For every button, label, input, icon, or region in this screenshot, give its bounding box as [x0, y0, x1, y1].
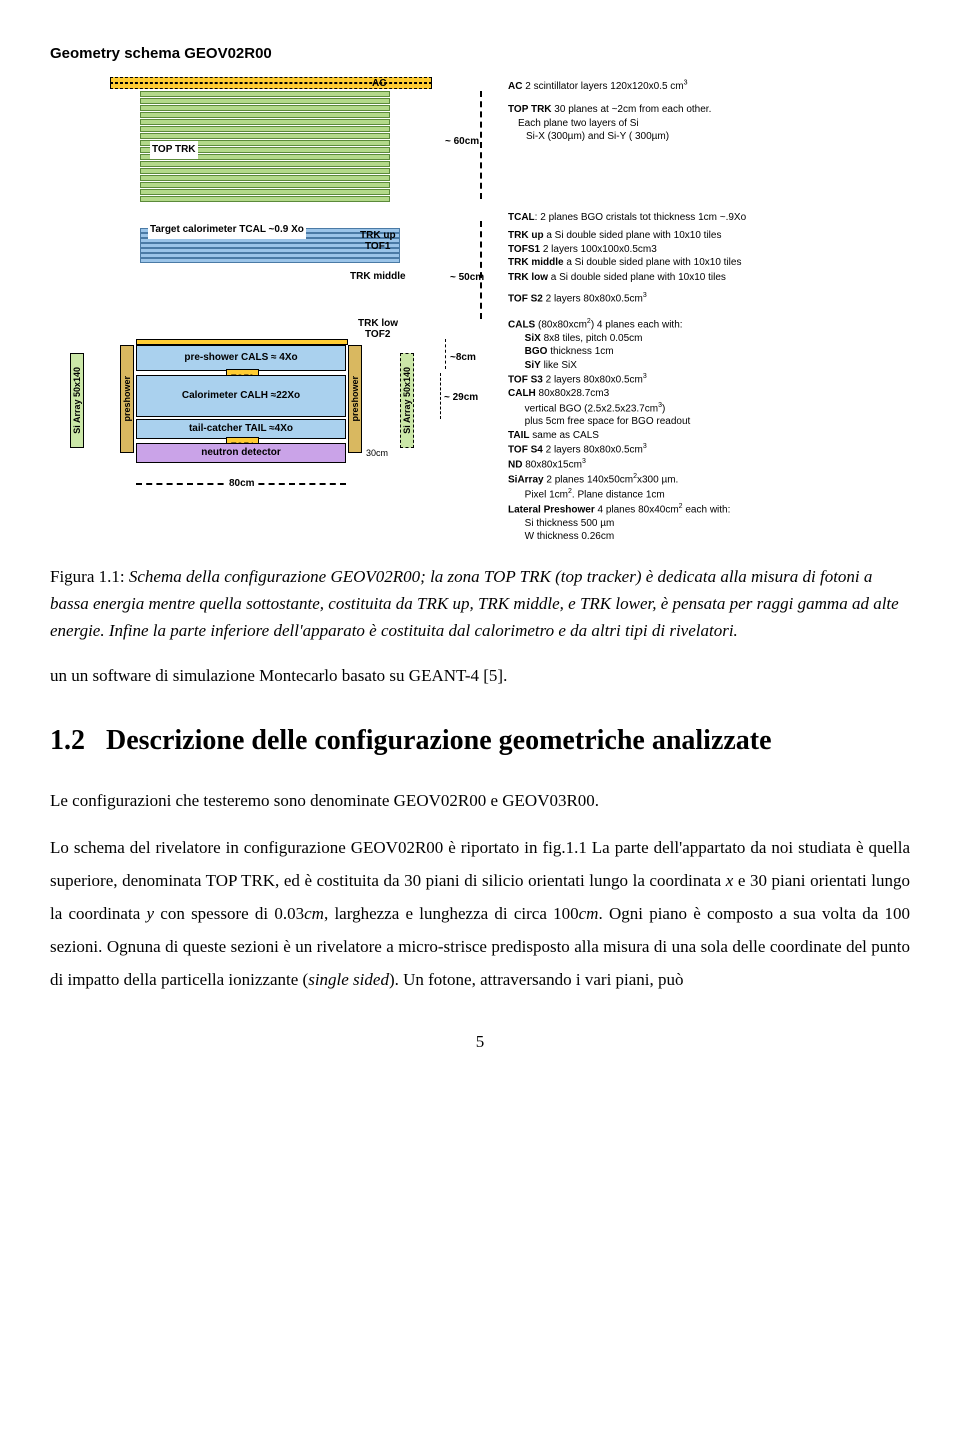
- calh-label: Calorimeter CALH ≈22Xo: [182, 387, 300, 405]
- para-geant4: un un software di simulazione Montecarlo…: [50, 659, 910, 692]
- note-trkup3: TRK middle a Si double sided plane with …: [508, 256, 868, 270]
- para-config-a: Le configurazioni che testeremo sono den…: [50, 784, 910, 817]
- para-b-part3: con spessore di 0.03: [154, 904, 304, 923]
- page-number: 5: [50, 1027, 910, 1058]
- caption-label: Figura 1.1:: [50, 567, 125, 586]
- preshower-left: preshower: [119, 376, 135, 422]
- italic-y: y: [147, 904, 155, 923]
- neutron-label: neutron detector: [201, 444, 280, 462]
- preshower-right: preshower: [347, 376, 363, 422]
- section-num: 1.2: [50, 725, 85, 756]
- dim-30cm: 30cm: [366, 445, 388, 461]
- note-ac: AC 2 scintillator layers 120x120x0.5 cm3: [508, 81, 688, 92]
- si-array-right: Si Array 50x140: [399, 367, 415, 434]
- tof1-label: TOF1: [365, 238, 390, 256]
- notes-cals: CALS (80x80xcm2) 4 planes each with: SiX…: [508, 317, 878, 544]
- dim-29cm: ~ 29cm: [444, 389, 478, 407]
- trkmid-label: TRK middle: [350, 268, 406, 286]
- tof2-label: TOF2: [365, 326, 390, 344]
- italic-cm2: cm: [579, 904, 599, 923]
- italic-cm1: cm: [304, 904, 324, 923]
- note-tofs2: TOF S2 2 layers 80x80x0.5cm3: [508, 291, 647, 306]
- dim-80cm: 80cm: [226, 475, 258, 493]
- note-toptrk2: Each plane two layers of Si: [508, 117, 828, 131]
- italic-single-sided: single sided: [308, 970, 389, 989]
- si-array-left: Si Array 50x140: [69, 367, 85, 434]
- tail-label: tail-catcher TAIL ≈4Xo: [189, 420, 293, 438]
- cals-label: pre-shower CALS ≈ 4Xo: [184, 349, 297, 367]
- para-b-part6: ). Un fotone, attraversando i vari piani…: [389, 970, 684, 989]
- para-config-b: Lo schema del rivelatore in configurazio…: [50, 831, 910, 997]
- note-trklow: TRK low a Si double sided plane with 10x…: [508, 271, 868, 285]
- tcal-label: Target calorimeter TCAL ~0.9 Xo: [148, 221, 306, 239]
- note-tcal: TCAL: 2 planes BGO cristals tot thicknes…: [508, 211, 868, 225]
- note-toptrk1: TOP TRK 30 planes at ~2cm from each othe…: [508, 103, 828, 117]
- caption-text: Schema della configurazione GEOV02R00; l…: [50, 567, 899, 640]
- dim-8cm: ~8cm: [450, 349, 476, 367]
- geometry-diagram: AC TOP TRK ~ 60cm AC 2 scintillator laye…: [50, 73, 910, 533]
- section-title: Descrizione delle configurazione geometr…: [106, 725, 772, 756]
- dim-60cm: ~ 60cm: [445, 133, 479, 151]
- dim-50cm: ~ 50cm: [450, 269, 484, 287]
- top-trk-label: TOP TRK: [150, 141, 198, 159]
- para-b-part4: , larghezza e lunghezza di circa 100: [324, 904, 579, 923]
- figure-caption: Figura 1.1: Schema della configurazione …: [50, 563, 910, 645]
- note-toptrk3: Si-X (300µm) and Si-Y ( 300µm): [508, 130, 828, 144]
- section-heading: 1.2 Descrizione delle configurazione geo…: [50, 720, 910, 762]
- note-trkup1: TRK up a Si double sided plane with 10x1…: [508, 229, 868, 243]
- note-trkup2: TOFS1 2 layers 100x100x0.5cm3: [508, 243, 868, 257]
- schema-title: Geometry schema GEOV02R00: [50, 40, 910, 67]
